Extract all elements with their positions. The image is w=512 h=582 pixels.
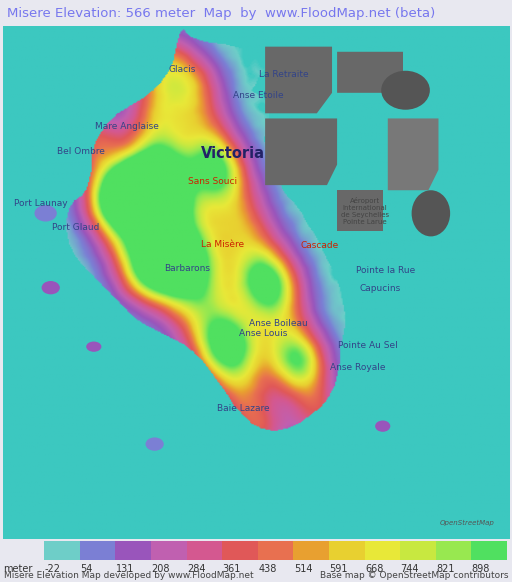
Polygon shape (265, 47, 332, 113)
Text: 438: 438 (258, 564, 276, 574)
Text: Cascade: Cascade (300, 241, 338, 250)
Text: La Retraite: La Retraite (259, 70, 309, 79)
Bar (115, 541, 151, 560)
Text: meter: meter (4, 564, 33, 574)
Bar (365, 541, 400, 560)
Text: Base map © OpenStreetMap contributors: Base map © OpenStreetMap contributors (320, 572, 508, 580)
Text: Aéroport
International
de Seychelles
Pointe Larue: Aéroport International de Seychelles Poi… (341, 197, 389, 225)
Text: Anse Boileau: Anse Boileau (249, 319, 308, 328)
Text: Baie Lazare: Baie Lazare (217, 404, 270, 413)
Ellipse shape (381, 71, 430, 110)
Text: 131: 131 (116, 564, 134, 574)
Text: Bel Ombre: Bel Ombre (57, 147, 105, 157)
Text: 668: 668 (365, 564, 383, 574)
Text: Barbarons: Barbarons (164, 264, 210, 273)
Text: 514: 514 (294, 564, 312, 574)
Bar (151, 541, 186, 560)
Text: -22: -22 (45, 564, 60, 574)
Bar (293, 541, 329, 560)
Text: Glacis: Glacis (169, 65, 196, 74)
Bar (258, 541, 293, 560)
Text: Port Launay: Port Launay (14, 198, 68, 208)
Text: Sans Souci: Sans Souci (188, 177, 238, 186)
Bar (329, 541, 365, 560)
Polygon shape (388, 119, 438, 190)
Text: 54: 54 (80, 564, 93, 574)
Text: 591: 591 (329, 564, 348, 574)
Text: 208: 208 (152, 564, 170, 574)
Polygon shape (337, 52, 403, 93)
Ellipse shape (145, 438, 164, 451)
Text: La Misère: La Misère (202, 240, 245, 249)
Bar (472, 541, 507, 560)
Ellipse shape (34, 205, 57, 222)
Text: Anse Royale: Anse Royale (330, 363, 385, 372)
Text: 744: 744 (400, 564, 419, 574)
Bar (436, 541, 472, 560)
Text: Pointe Au Sel: Pointe Au Sel (337, 340, 397, 350)
Polygon shape (337, 190, 382, 231)
Text: 821: 821 (436, 564, 455, 574)
Text: Anse Louis: Anse Louis (240, 329, 288, 338)
Text: 361: 361 (223, 564, 241, 574)
Text: Victoria: Victoria (201, 146, 265, 161)
Text: OpenStreetMap: OpenStreetMap (439, 520, 494, 526)
Text: Anse Etoile: Anse Etoile (233, 91, 284, 100)
Text: Port Glaud: Port Glaud (52, 223, 100, 232)
Text: Misere Elevation: 566 meter  Map  by  www.FloodMap.net (beta): Misere Elevation: 566 meter Map by www.F… (7, 7, 435, 20)
Text: Misere Elevation Map developed by www.FloodMap.net: Misere Elevation Map developed by www.Fl… (4, 572, 253, 580)
Text: Pointe la Rue: Pointe la Rue (356, 266, 415, 275)
Ellipse shape (86, 342, 101, 352)
Bar (80, 541, 115, 560)
Ellipse shape (412, 190, 450, 236)
Bar (400, 541, 436, 560)
Bar (222, 541, 258, 560)
Ellipse shape (41, 281, 60, 294)
Text: Mare Anglaise: Mare Anglaise (95, 122, 159, 130)
Bar (44, 541, 80, 560)
Text: 284: 284 (187, 564, 205, 574)
Bar (186, 541, 222, 560)
Text: 898: 898 (472, 564, 490, 574)
Text: Capucins: Capucins (359, 284, 401, 293)
Ellipse shape (375, 421, 390, 432)
Polygon shape (265, 119, 337, 185)
